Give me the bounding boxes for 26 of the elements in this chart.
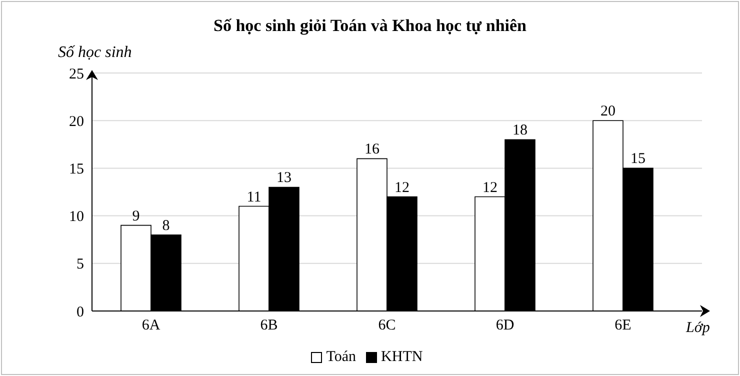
y-tick-label: 25 xyxy=(69,66,84,82)
legend-label: KHTN xyxy=(380,349,423,366)
data-label: 12 xyxy=(482,180,498,196)
data-label: 16 xyxy=(364,142,380,158)
data-label: 15 xyxy=(630,151,646,168)
y-axis-title: Số học sinh xyxy=(58,44,132,62)
x-tick-label: 6E xyxy=(614,318,632,334)
y-tick-label: 0 xyxy=(76,304,84,320)
y-tick-label: 5 xyxy=(76,256,84,273)
x-tick-label: 6B xyxy=(260,318,278,334)
x-tick-label: 6A xyxy=(142,318,160,334)
data-label: 9 xyxy=(132,208,140,224)
chart-title: Số học sinh giỏi Toán và Khoa học tự nhiên xyxy=(212,16,528,36)
legend-label: Toán xyxy=(325,349,356,366)
data-label: 12 xyxy=(394,180,410,196)
y-tick-label: 15 xyxy=(69,162,84,178)
data-label: 13 xyxy=(276,170,292,186)
x-axis-title: Lớp xyxy=(686,320,710,337)
data-label: 20 xyxy=(600,104,616,120)
y-tick-label: 10 xyxy=(69,209,84,226)
data-label: 11 xyxy=(246,189,262,206)
data-label: 8 xyxy=(162,218,170,234)
x-tick-label: 6D xyxy=(496,318,514,334)
x-tick-label: 6C xyxy=(378,318,396,334)
data-label: 18 xyxy=(512,122,528,139)
y-tick-label: 20 xyxy=(69,114,84,130)
